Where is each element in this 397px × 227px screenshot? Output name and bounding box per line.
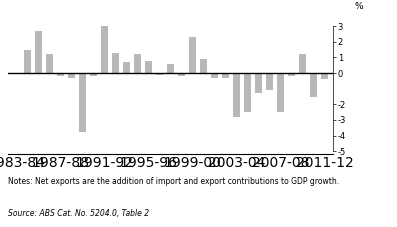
- Bar: [178, 73, 185, 76]
- Bar: [79, 73, 86, 133]
- Bar: [167, 64, 174, 73]
- Bar: [145, 61, 152, 73]
- Bar: [134, 54, 141, 73]
- Bar: [277, 73, 284, 112]
- Bar: [101, 26, 108, 73]
- Bar: [46, 54, 53, 73]
- Bar: [299, 54, 306, 73]
- Bar: [90, 73, 97, 76]
- Bar: [321, 73, 328, 79]
- Text: Notes: Net exports are the addition of import and export contributions to GDP gr: Notes: Net exports are the addition of i…: [8, 177, 339, 186]
- Bar: [112, 53, 119, 73]
- Bar: [123, 62, 130, 73]
- Bar: [68, 73, 75, 78]
- Bar: [200, 59, 207, 73]
- Bar: [189, 37, 196, 73]
- Bar: [211, 73, 218, 78]
- Bar: [24, 49, 31, 73]
- Bar: [244, 73, 251, 112]
- Bar: [222, 73, 229, 78]
- Bar: [57, 73, 64, 76]
- Bar: [35, 31, 42, 73]
- Bar: [288, 73, 295, 76]
- Bar: [310, 73, 317, 96]
- Text: Source: ABS Cat. No. 5204.0, Table 2: Source: ABS Cat. No. 5204.0, Table 2: [8, 209, 149, 218]
- Bar: [266, 73, 273, 90]
- Text: %: %: [355, 2, 363, 11]
- Bar: [233, 73, 240, 117]
- Bar: [156, 73, 163, 75]
- Bar: [255, 73, 262, 93]
